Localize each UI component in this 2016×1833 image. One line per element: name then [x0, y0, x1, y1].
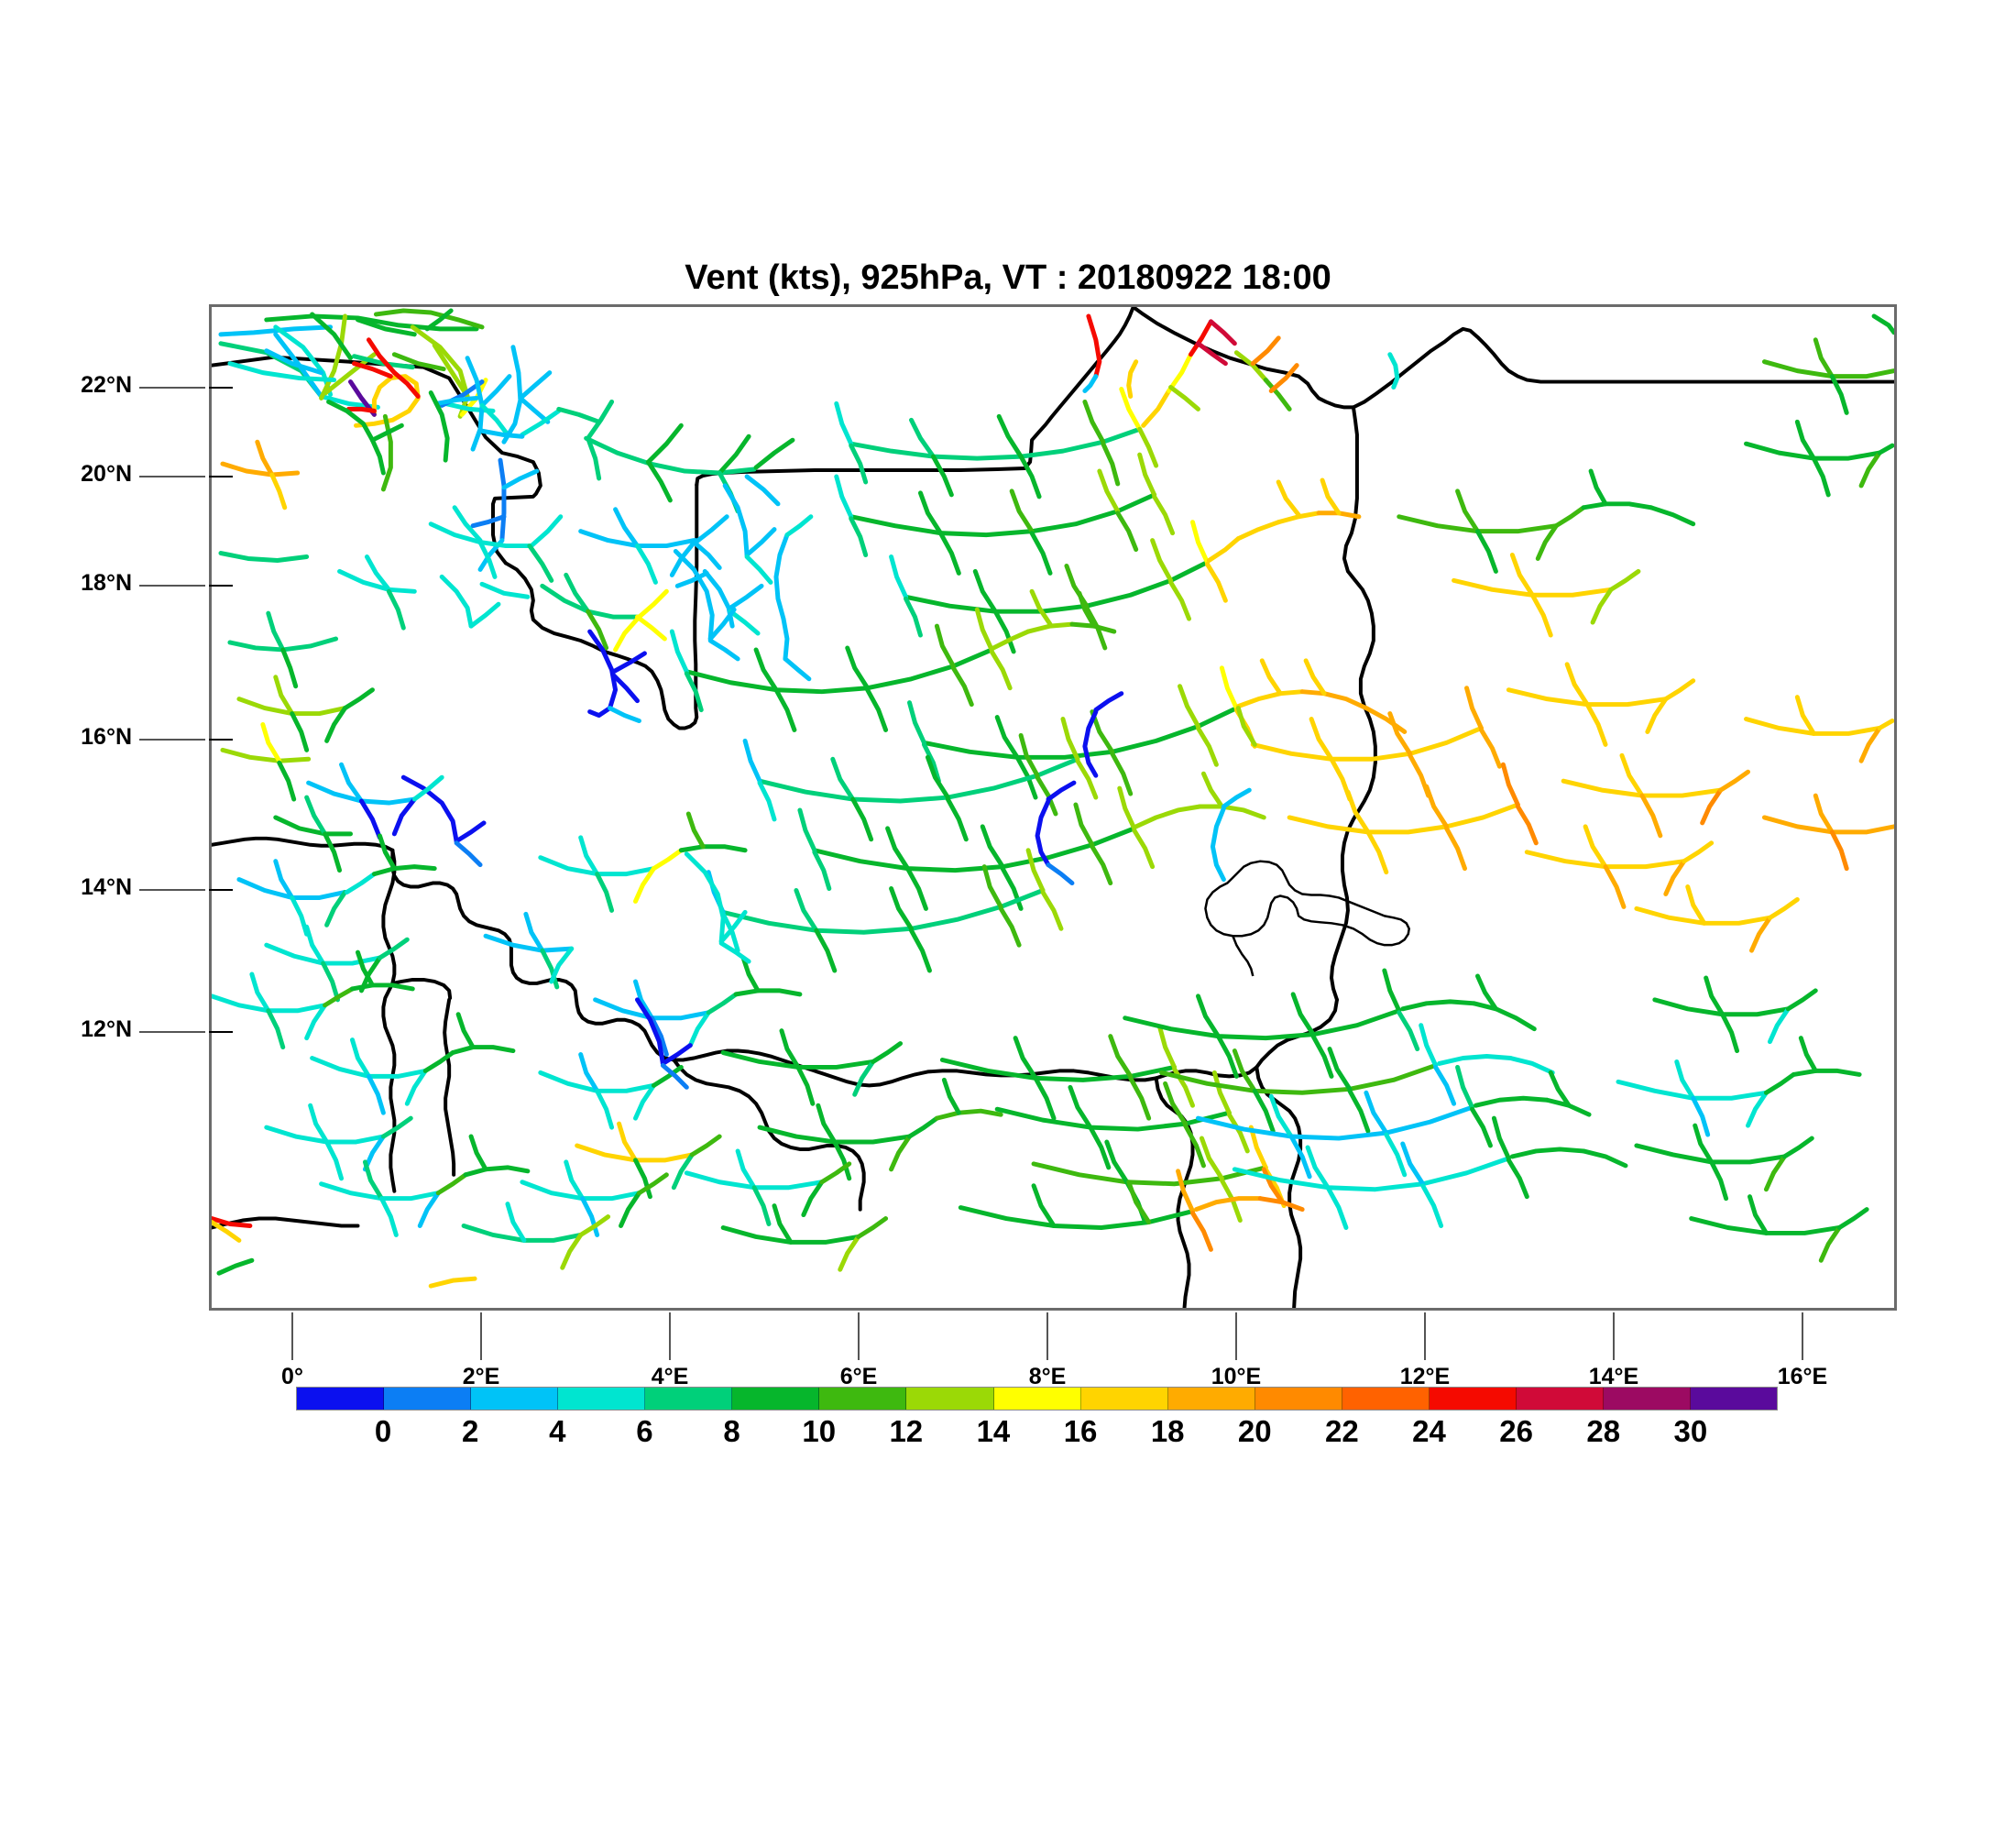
map-plot-area: [209, 304, 1897, 1311]
colorbar-label-26: 26: [1499, 1414, 1533, 1448]
xtick-lead-8: [1046, 1312, 1048, 1360]
ytick-lead-14: [139, 889, 205, 891]
colorbar-segment-3: [558, 1388, 646, 1410]
ytick-line-12: [209, 1031, 233, 1033]
colorbar-segment-7: [906, 1388, 994, 1410]
colorbar-segment-8: [993, 1388, 1081, 1410]
map-svg: [212, 307, 1894, 1308]
ytick-line-20: [209, 476, 233, 477]
ytick-line-18: [209, 585, 233, 587]
colorbar-label-0: 0: [374, 1414, 392, 1448]
xtick-label-14: 14°E: [1588, 1364, 1639, 1389]
colorbar-segment-1: [384, 1388, 472, 1410]
xtick-lead-6: [858, 1312, 860, 1360]
xtick-label-12: 12°E: [1399, 1364, 1451, 1389]
xtick-label-6: 6°E: [839, 1364, 878, 1389]
ytick-lead-22: [139, 387, 205, 389]
ytick-label-20: 20°N: [81, 461, 132, 487]
xtick-label-10: 10°E: [1211, 1364, 1262, 1389]
ytick-lead-20: [139, 476, 205, 477]
colorbar-segment-10: [1167, 1388, 1255, 1410]
colorbar-segment-12: [1342, 1388, 1430, 1410]
ytick-line-16: [209, 739, 233, 741]
streamline-layer: [212, 308, 1894, 1289]
xtick-lead-10: [1235, 1312, 1237, 1360]
colorbar-segment-15: [1603, 1388, 1691, 1410]
xtick-label-0: 0°: [281, 1364, 303, 1389]
colorbar-label-16: 16: [1063, 1414, 1098, 1448]
ytick-line-14: [209, 889, 233, 891]
colorbar-segment-2: [471, 1388, 559, 1410]
ytick-lead-16: [139, 739, 205, 741]
colorbar-label-12: 12: [889, 1414, 924, 1448]
colorbar-label-14: 14: [976, 1414, 1011, 1448]
ytick-label-22: 22°N: [81, 372, 132, 398]
xtick-lead-2: [480, 1312, 482, 1360]
colorbar-label-28: 28: [1586, 1414, 1621, 1448]
colorbar-tick-labels: 0 2 4 6 8 10 12 14 16 18 20 22 24 26 28 30: [296, 1414, 1778, 1456]
colorbar-segment-5: [732, 1388, 820, 1410]
colorbar-label-4: 4: [549, 1414, 566, 1448]
xtick-lead-12: [1424, 1312, 1426, 1360]
xtick-lead-4: [669, 1312, 671, 1360]
colorbar-segment-16: [1691, 1388, 1778, 1410]
colorbar-segment-14: [1516, 1388, 1604, 1410]
xtick-label-4: 4°E: [651, 1364, 689, 1389]
colorbar-label-20: 20: [1237, 1414, 1272, 1448]
xtick-lead-14: [1613, 1312, 1615, 1360]
colorbar-label-10: 10: [802, 1414, 837, 1448]
page-title: Vent (kts), 925hPa, VT : 20180922 18:00: [685, 258, 1331, 297]
colorbar-label-2: 2: [462, 1414, 479, 1448]
colorbar: [296, 1387, 1778, 1410]
colorbar-segment-9: [1080, 1388, 1168, 1410]
xtick-label-8: 8°E: [1028, 1364, 1067, 1389]
ytick-line-22: [209, 387, 233, 389]
colorbar-segment-0: [297, 1388, 385, 1410]
ytick-label-18: 18°N: [81, 570, 132, 596]
colorbar-label-8: 8: [723, 1414, 740, 1448]
xtick-lead-0: [291, 1312, 293, 1360]
colorbar-label-6: 6: [636, 1414, 653, 1448]
xtick-lead-16: [1802, 1312, 1803, 1360]
ytick-label-14: 14°N: [81, 874, 132, 900]
colorbar-segment-6: [819, 1388, 907, 1410]
colorbar-label-22: 22: [1325, 1414, 1359, 1448]
colorbar-label-30: 30: [1673, 1414, 1708, 1448]
xtick-label-16: 16°E: [1777, 1364, 1828, 1389]
ytick-lead-18: [139, 585, 205, 587]
ytick-label-16: 16°N: [81, 724, 132, 750]
colorbar-label-24: 24: [1412, 1414, 1446, 1448]
colorbar-segment-4: [645, 1388, 733, 1410]
colorbar-label-18: 18: [1150, 1414, 1185, 1448]
colorbar-segment-13: [1429, 1388, 1517, 1410]
ytick-label-12: 12°N: [81, 1016, 132, 1042]
colorbar-segment-11: [1255, 1388, 1342, 1410]
xtick-label-2: 2°E: [462, 1364, 500, 1389]
ytick-lead-12: [139, 1031, 205, 1033]
lake-chad-outline: [1204, 860, 1410, 977]
